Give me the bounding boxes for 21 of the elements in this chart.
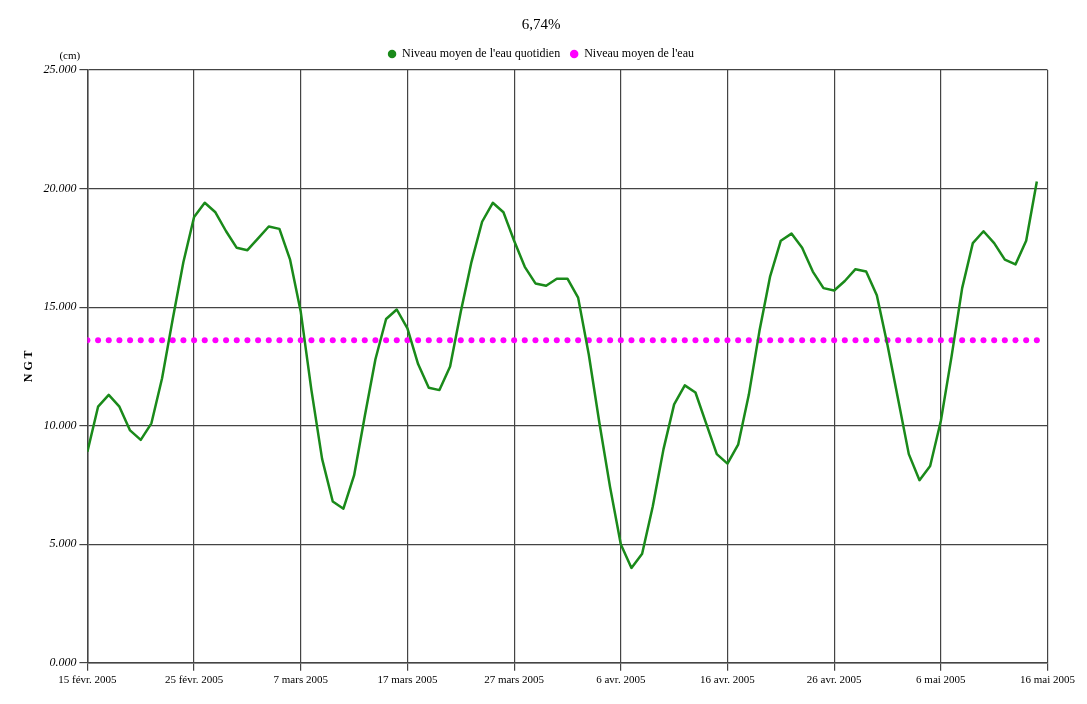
x-tick-label: 7 mars 2005 bbox=[273, 673, 329, 686]
x-tick-label: 26 avr. 2005 bbox=[806, 673, 862, 686]
x-tick-label: 27 mars 2005 bbox=[484, 673, 545, 686]
x-tick-label: 16 mai 2005 bbox=[1020, 673, 1076, 686]
chart-title: 6,74% bbox=[521, 15, 561, 32]
legend-label: Niveau moyen de l'eau bbox=[584, 46, 694, 61]
y-tick-label: 0.000 bbox=[49, 654, 77, 669]
x-tick-label: 6 mai 2005 bbox=[916, 673, 967, 686]
x-tick-label: 25 févr. 2005 bbox=[164, 673, 224, 686]
x-tick-label: 6 avr. 2005 bbox=[596, 673, 646, 686]
legend-label: Niveau moyen de l'eau quotidien bbox=[402, 46, 561, 61]
x-tick-label: 15 févr. 2005 bbox=[58, 673, 118, 686]
y-tick-label: 5.000 bbox=[49, 536, 77, 551]
x-tick-label: 16 avr. 2005 bbox=[700, 673, 756, 686]
y-tick-label: 10.000 bbox=[43, 417, 77, 432]
y-tick-label: 15.000 bbox=[43, 299, 77, 314]
y-tick-label: 20.000 bbox=[43, 180, 77, 195]
y-tick-label: 25.000 bbox=[43, 62, 77, 77]
text: (cm) bbox=[59, 48, 81, 62]
x-tick-label: 17 mars 2005 bbox=[377, 673, 438, 686]
y-axis-title: N G T bbox=[21, 350, 36, 383]
